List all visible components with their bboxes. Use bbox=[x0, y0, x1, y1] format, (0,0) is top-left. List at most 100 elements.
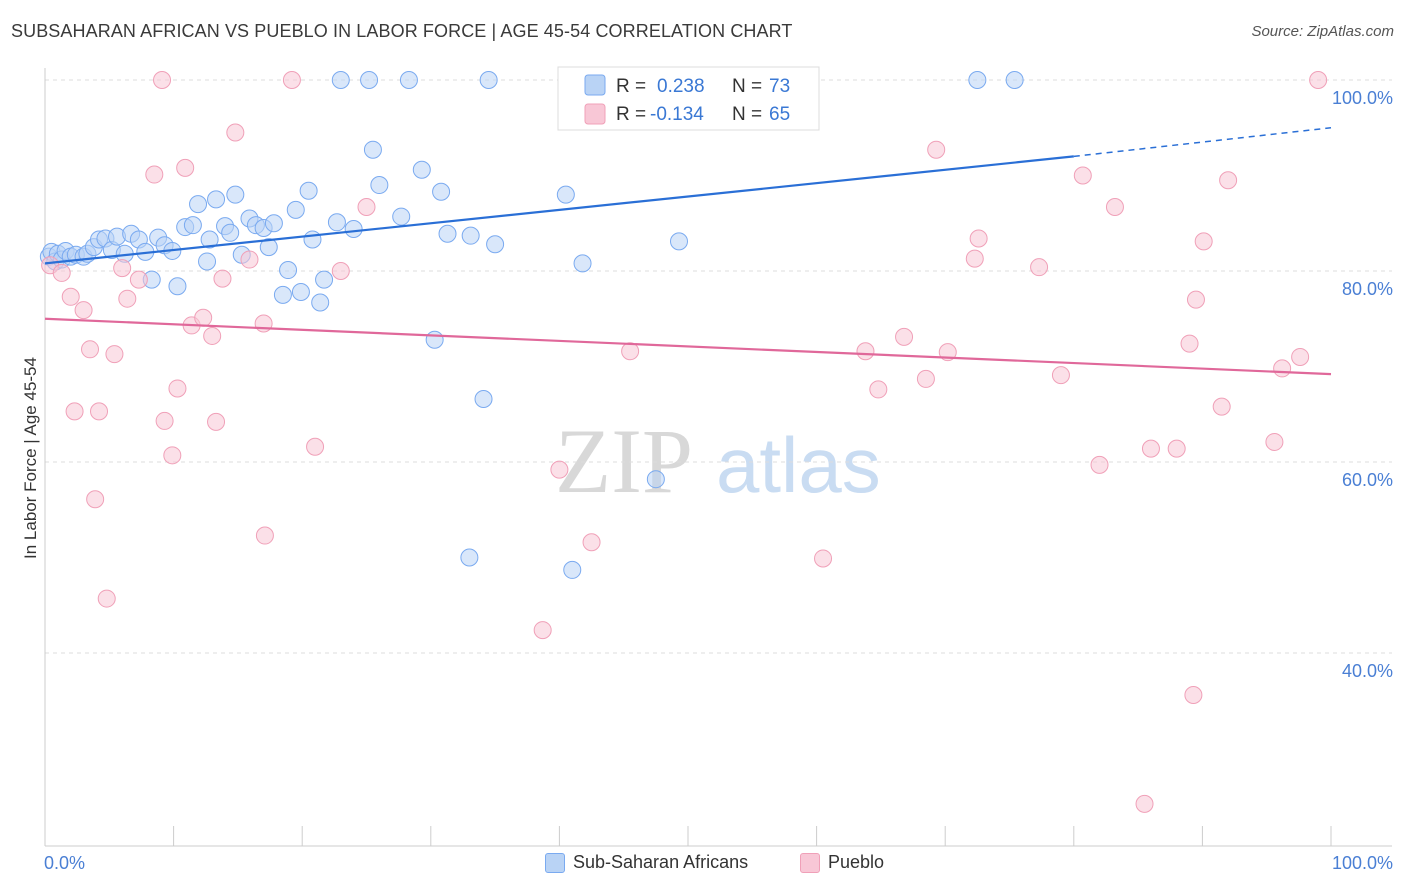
legend-item-subsaharan[interactable]: Sub-Saharan Africans bbox=[545, 852, 748, 873]
subsaharan-point-27 bbox=[198, 252, 217, 271]
gridlines bbox=[45, 79, 1392, 654]
subsaharan-point-54 bbox=[399, 71, 418, 89]
subsaharan-point-44 bbox=[303, 230, 322, 249]
subsaharan-point-65 bbox=[563, 560, 582, 579]
chart-title: SUBSAHARAN AFRICAN VS PUEBLO IN LABOR FO… bbox=[11, 21, 793, 41]
pueblo-point-7 bbox=[90, 402, 109, 421]
legend-label-subsaharan: Sub-Saharan Africans bbox=[573, 852, 749, 872]
pueblo-point-21 bbox=[203, 326, 222, 345]
pueblo-point-29 bbox=[306, 437, 325, 456]
subsaharan-trend-extension bbox=[1073, 127, 1332, 158]
pueblo-point-63 bbox=[1291, 347, 1310, 366]
x-tick-labels: 0.0% 100.0% bbox=[44, 853, 1393, 873]
subsaharan-point-29 bbox=[207, 190, 226, 209]
pueblo-point-55 bbox=[1180, 334, 1199, 353]
pueblo-point-46 bbox=[969, 229, 988, 248]
legend-n-label-2: N = bbox=[732, 104, 762, 125]
subsaharan-point-48 bbox=[331, 71, 350, 89]
y-tick-label-80: 80.0% bbox=[1342, 279, 1393, 299]
pueblo-point-50 bbox=[1090, 455, 1109, 474]
pueblo-point-38 bbox=[814, 549, 833, 568]
pueblo-point-52 bbox=[1135, 794, 1154, 813]
subsaharan-point-49 bbox=[344, 219, 363, 238]
pueblo-point-53 bbox=[1141, 439, 1160, 458]
subsaharan-point-26 bbox=[189, 195, 208, 214]
y-tick-label-100: 100.0% bbox=[1332, 88, 1393, 108]
y-tick-label-60: 60.0% bbox=[1342, 470, 1393, 490]
pueblo-point-22 bbox=[207, 412, 226, 431]
subsaharan-trend-line bbox=[44, 155, 1074, 265]
pueblo-point-57 bbox=[1186, 290, 1205, 309]
legend-r-label-2: R = bbox=[616, 104, 646, 125]
watermark-atlas: atlas bbox=[716, 421, 881, 509]
subsaharan-point-47 bbox=[327, 213, 346, 232]
subsaharan-point-58 bbox=[438, 224, 457, 243]
axes bbox=[44, 68, 1392, 847]
pueblo-point-23 bbox=[213, 269, 232, 288]
subsaharan-point-28 bbox=[200, 230, 219, 249]
legend-swatch-subsaharan bbox=[584, 74, 606, 96]
legend-n-value-1: 73 bbox=[769, 76, 790, 97]
pueblo-point-61 bbox=[1265, 432, 1284, 451]
pueblo-point-48 bbox=[1051, 366, 1070, 385]
pueblo-point-51 bbox=[1105, 198, 1124, 217]
subsaharan-point-46 bbox=[315, 270, 334, 289]
pueblo-point-14 bbox=[153, 71, 172, 89]
subsaharan-point-55 bbox=[412, 160, 431, 179]
y-tick-label-40: 40.0% bbox=[1342, 661, 1393, 681]
subsaharan-point-60 bbox=[474, 389, 493, 408]
subsaharan-point-31 bbox=[221, 223, 240, 242]
pueblo-point-20 bbox=[194, 308, 213, 327]
pueblo-point-35 bbox=[621, 342, 640, 361]
legend-n-value-2: 65 bbox=[769, 104, 790, 125]
pueblo-point-40 bbox=[869, 380, 888, 399]
subsaharan-point-66 bbox=[573, 254, 592, 273]
pueblo-point-16 bbox=[163, 446, 182, 465]
x-tick-label-100: 100.0% bbox=[1332, 853, 1393, 873]
correlation-legend: R = 0.238 N = 73 R = -0.134 N = 65 bbox=[557, 66, 820, 131]
subsaharan-point-53 bbox=[392, 207, 411, 226]
pueblo-point-54 bbox=[1167, 439, 1186, 458]
pueblo-point-58 bbox=[1194, 232, 1213, 251]
pueblo-swatch bbox=[800, 852, 820, 873]
subsaharan-point-57 bbox=[432, 182, 451, 201]
pueblo-point-30 bbox=[331, 262, 350, 280]
subsaharan-point-52 bbox=[370, 176, 389, 195]
pueblo-point-4 bbox=[74, 301, 93, 320]
pueblo-point-2 bbox=[61, 287, 80, 306]
subsaharan-point-63 bbox=[460, 548, 479, 567]
trend-lines bbox=[44, 127, 1332, 376]
pueblo-point-9 bbox=[105, 345, 124, 364]
subsaharan-point-62 bbox=[486, 235, 505, 254]
legend-item-pueblo[interactable]: Pueblo bbox=[800, 852, 884, 873]
pueblo-point-8 bbox=[97, 589, 116, 608]
pueblo-point-1 bbox=[52, 263, 71, 282]
legend-r-value-2: -0.134 bbox=[650, 104, 704, 125]
pueblo-point-43 bbox=[927, 140, 946, 159]
pueblo-point-39 bbox=[856, 342, 875, 361]
pueblo-point-32 bbox=[550, 460, 569, 479]
subsaharan-point-41 bbox=[286, 200, 305, 219]
pueblo-point-56 bbox=[1184, 686, 1203, 705]
subsaharan-point-25 bbox=[183, 216, 202, 235]
subsaharan-point-50 bbox=[360, 71, 379, 89]
pueblo-point-31 bbox=[357, 198, 376, 217]
pueblo-point-41 bbox=[895, 327, 914, 346]
subsaharan-point-39 bbox=[273, 285, 292, 304]
legend-label-pueblo: Pueblo bbox=[828, 852, 885, 872]
subsaharan-point-43 bbox=[299, 181, 318, 200]
scatter-points bbox=[39, 71, 1328, 813]
subsaharan-point-38 bbox=[264, 214, 283, 233]
pueblo-point-47 bbox=[1030, 258, 1049, 277]
subsaharan-point-40 bbox=[279, 261, 298, 280]
pueblo-point-42 bbox=[916, 369, 935, 388]
subsaharan-point-59 bbox=[461, 226, 480, 245]
series-legend: Sub-Saharan Africans Pueblo bbox=[0, 852, 1406, 878]
pueblo-trend-line bbox=[44, 317, 1332, 376]
pueblo-point-33 bbox=[533, 621, 552, 640]
pueblo-point-12 bbox=[129, 270, 148, 289]
subsaharan-point-37 bbox=[259, 238, 278, 257]
subsaharan-point-72 bbox=[1005, 71, 1024, 89]
pueblo-point-49 bbox=[1073, 166, 1092, 185]
